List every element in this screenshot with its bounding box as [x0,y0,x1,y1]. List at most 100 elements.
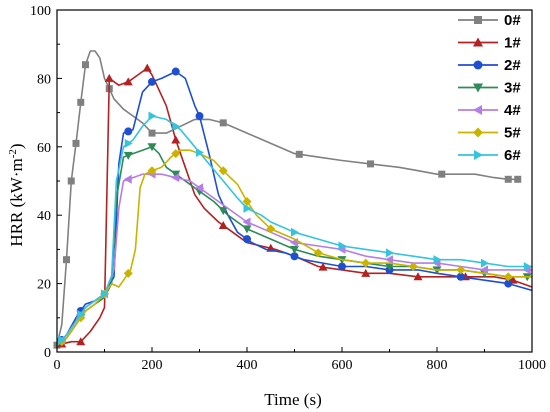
series-2-marker-3 [148,77,156,86]
y-tick-label-2: 40 [37,209,51,224]
series-3-marker-3 [147,143,157,152]
x-tick-label-0: 0 [54,358,61,373]
series-1-marker-6 [218,220,228,229]
legend-item-1: 1# [458,35,521,52]
legend-item-2: 2# [458,57,521,74]
series-1-marker-2 [104,73,114,82]
legend-label-0: 0# [504,12,521,29]
series-3-marker-7 [242,225,252,234]
legend-marker-3 [473,83,483,93]
y-tick-label-4: 80 [37,72,51,87]
series-2-marker-10 [456,272,465,281]
legend-item-5: 5# [458,125,521,142]
series-1-marker-10 [413,272,423,281]
series-6-marker-5 [172,121,181,131]
series-2-marker-5 [195,112,204,121]
series-1-marker-8 [318,262,328,271]
legend-label-1: 1# [504,35,521,52]
series-3-marker-4 [171,170,181,179]
series-6-line [56,115,532,346]
series-2-marker-7 [290,252,299,261]
x-tick-label-3: 600 [332,358,353,373]
legend-label-4: 4# [504,102,521,119]
series-4-marker-5 [171,173,180,183]
series-0-marker-4 [77,98,85,106]
legend-item-3: 3# [458,80,521,97]
legend-label-2: 2# [504,57,521,74]
y-tick-label-3: 60 [37,141,51,156]
series-5-marker-8 [266,224,276,234]
legend-label-3: 3# [504,80,521,97]
series-5-marker-5 [171,149,181,159]
series-4-marker-3 [123,174,132,184]
series-6-marker-1 [77,309,86,319]
y-axis-label: HRR (kW·m-2) [7,143,26,246]
series-0-marker-3 [72,139,80,147]
series-0-marker-8 [219,119,227,127]
y-tick-label-1: 20 [37,278,51,293]
legend-marker-0 [474,16,482,24]
series-1-marker-3 [123,77,133,86]
series-0-marker-11 [438,170,446,178]
series-0-group [53,50,522,349]
series-5-marker-13 [503,272,513,282]
series-2-marker-2 [124,127,133,136]
series-2-marker-11 [504,279,513,288]
series-0-marker-2 [67,177,75,185]
legend-item-6: 6# [458,147,521,164]
legend-marker-4 [473,105,482,115]
plot-area [53,50,533,349]
series-1-group [56,63,533,348]
series-1-marker-4 [142,63,152,72]
series-0-marker-12 [504,175,512,183]
series-6-marker-0 [58,335,67,345]
series-4-marker-12 [480,265,488,275]
series-4-marker-6 [195,183,203,193]
series-3-marker-6 [218,207,228,216]
series-5-marker-10 [361,258,371,268]
x-axis-label: Time (s) [264,390,321,409]
series-5-marker-4 [147,166,157,176]
series-5-marker-7 [242,197,252,207]
series-2-marker-8 [338,262,346,271]
series-4-marker-10 [385,255,393,265]
x-tick-label-4: 800 [427,358,448,373]
series-3-marker-8 [290,245,299,254]
series-1-marker-9 [361,268,371,277]
series-5-group [56,149,532,347]
series-6-marker-10 [386,248,394,258]
y-axis-label-exponent: -2 [7,149,19,158]
series-0-marker-13 [514,175,522,183]
series-0-marker-1 [63,256,70,264]
series-6-marker-7 [243,203,252,213]
series-2-marker-6 [243,235,251,244]
series-6-marker-2 [101,289,109,299]
series-0-marker-10 [367,160,374,168]
legend-label-6: 6# [504,147,521,164]
legend-marker-6 [474,150,483,160]
series-5-marker-11 [408,262,418,271]
series-6-marker-13 [523,262,532,271]
series-6-marker-3 [124,138,133,148]
legend-item-0: 0# [458,12,521,29]
x-tick-label-2: 400 [237,358,258,373]
legend: 0# 1# 2# 3# 4# 5# 6# [458,12,521,164]
legend-marker-5 [473,127,483,138]
series-5-marker-3 [123,268,133,278]
legend-label-5: 5# [504,125,521,142]
y-tick-label-0: 0 [44,346,51,361]
x-tick-label-1: 200 [142,358,163,373]
series-2-marker-4 [171,67,180,76]
series-0-marker-9 [295,150,303,158]
axes: 0 200 400 600 800 1000 0 20 40 60 80 100 [30,4,546,373]
series-6-group [56,111,532,346]
series-3-marker-10 [385,263,394,271]
y-axis-label-main: HRR (kW·m [7,158,26,246]
series-5-marker-12 [456,265,466,275]
legend-item-4: 4# [458,102,521,119]
series-5-marker-9 [313,248,323,258]
series-5-marker-6 [218,166,228,176]
series-3-marker-2 [123,151,133,160]
series-0-marker-5 [82,61,89,69]
